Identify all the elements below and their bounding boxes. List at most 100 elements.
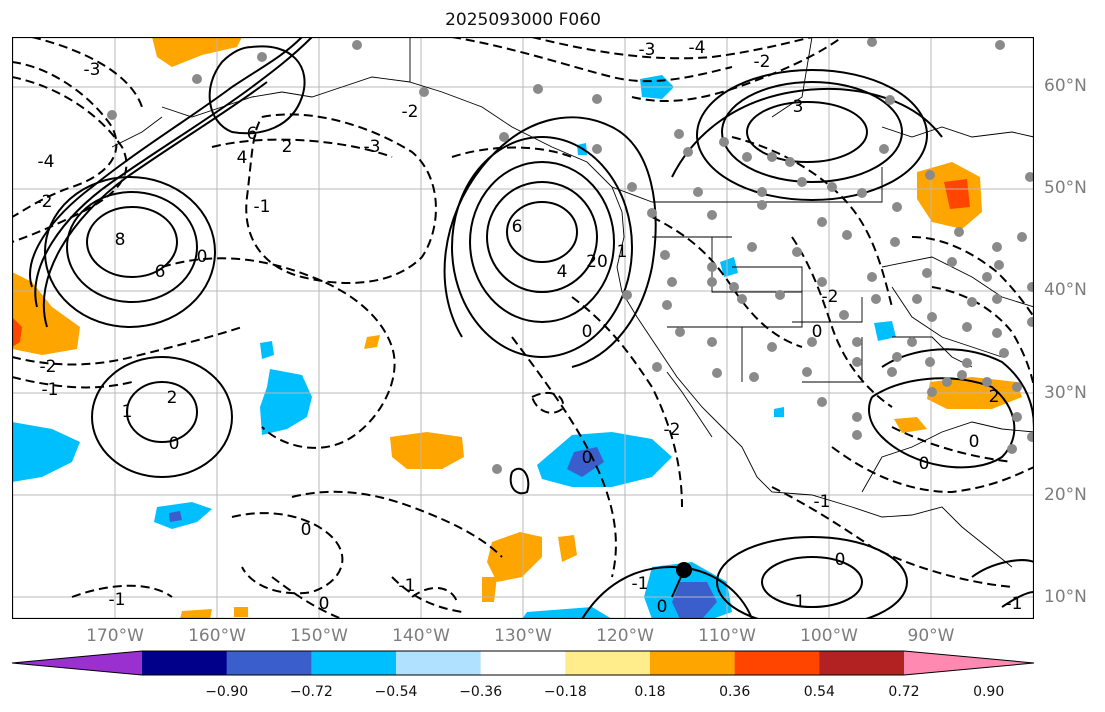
station-dots [107,37,1034,474]
lat-label-10n: 10°N [1044,587,1087,607]
shaded-anomaly-fills [12,37,1022,619]
contour-label: 2 [282,137,293,157]
lat-label-30n: 30°N [1044,383,1087,403]
coastlines [111,37,1034,568]
contour-label: -1 [632,574,649,594]
colorbar-tick-label: 0.90 [973,684,1005,700]
weather-map: -3 -4 -2 -3 -4 -2 6 8 6 4 2 -1 0 -3 -2 6… [12,37,1034,619]
contour-label: 1 [795,592,806,612]
contour-label: 4 [557,262,568,282]
contour-label: -1 [1006,594,1023,614]
fill-blue-baja [537,432,672,487]
colorbar-segment [734,651,820,675]
contour-label: -1 [109,590,126,610]
contour-label: 1 [617,242,628,262]
contour-label: -2 [36,192,53,212]
fill-blue-small-5 [774,407,784,417]
colorbar [12,650,1035,676]
map-frame [12,37,1034,619]
contour-label: 0 [319,594,330,614]
lat-label-40n: 40°N [1044,280,1087,300]
colorbar-tick-label: −0.18 [543,684,587,700]
contour-label: -3 [84,60,101,80]
colorbar-tick-label: 0.36 [719,684,751,700]
contour-label: -4 [38,152,55,172]
contour-labels: -3 -4 -2 -3 -4 -2 6 8 6 4 2 -1 0 -3 -2 6… [36,38,1023,617]
lon-label-150w: 150°W [290,626,348,646]
lat-label-20n: 20°N [1044,485,1087,505]
lon-label-130w: 130°W [494,626,552,646]
fill-dblue-hawaii-west [169,511,182,522]
colorbar-segment [650,651,736,675]
colorbar-tick-label: 0.54 [803,684,835,700]
colorbar-segment [142,651,228,675]
fill-red-great-lakes [944,179,970,209]
lat-label-60n: 60°N [1044,76,1087,96]
fill-blue-small-3 [720,257,738,277]
fill-orange-bottom-2 [234,607,248,617]
contour-label: -3 [364,137,381,157]
fill-orange-south-2 [558,535,577,562]
contour-label: 20 [586,252,608,272]
contour-label: 0 [582,448,593,468]
contour-label: -2 [822,287,839,307]
fill-orange-south-1 [487,532,542,582]
lon-label-170w: 170°W [86,626,144,646]
contour-label: 3 [793,97,804,117]
colorbar-segment [311,651,397,675]
colorbar-segments [12,651,1034,675]
lon-label-160w: 160°W [188,626,246,646]
colorbar-extend-high [904,651,1034,675]
fill-dblue-south-center [672,582,717,619]
contour-label: 2 [989,387,1000,407]
contour-label: 0 [197,247,208,267]
lon-label-100w: 100°W [800,626,858,646]
fill-orange-small-1 [364,335,380,349]
contour-label: 1 [122,402,133,422]
colorbar-tick-label: −0.54 [374,684,418,700]
contour-label: 0 [812,322,823,342]
contour-label: -1 [42,380,59,400]
colorbar-segment [819,651,905,675]
contour-label: 0 [657,597,668,617]
fill-blue-south-left [522,607,612,619]
fill-orange-small-gulf [894,417,927,433]
map-title: 2025093000 F060 [445,10,601,30]
contour-label: 2 [167,388,178,408]
fill-blue-small-4 [874,321,896,341]
lon-label-120w: 120°W [596,626,654,646]
contour-label: 0 [301,520,312,540]
contour-label: 8 [115,230,126,250]
colorbar-outline [12,650,1035,676]
contour-label: -3 [639,40,656,60]
colorbar-tick-label: −0.72 [289,684,333,700]
colorbar-segment [396,651,482,675]
fill-blue-small-1 [260,341,274,359]
contour-label: -1 [814,492,831,512]
contour-label: -2 [402,102,419,122]
colorbar-extend-low [12,651,142,675]
lat-label-50n: 50°N [1044,178,1087,198]
fill-red-west-edge [12,317,22,347]
colorbar-segment [480,651,566,675]
lon-label-140w: 140°W [392,626,450,646]
colorbar-tick-label: −0.90 [205,684,249,700]
lon-label-110w: 110°W [698,626,756,646]
colorbar-tick-label: 0.18 [634,684,666,700]
contour-label: -2 [664,420,681,440]
colorbar-tick-label: −0.36 [459,684,503,700]
fill-blue-west-edge [12,422,80,482]
contour-label: 6 [512,217,523,237]
colorbar-segment [565,651,651,675]
contour-label: -2 [40,357,57,377]
fill-orange-west-edge [12,272,80,355]
contour-label: 0 [835,550,846,570]
contour-label: 0 [919,454,930,474]
contour-label: 0 [169,434,180,454]
contour-label: 4 [237,148,248,168]
contour-label: -2 [754,52,771,72]
contour-label: -4 [689,38,706,58]
fill-blue-central [260,369,312,435]
fill-orange-subtropic [390,432,464,469]
colorbar-segment [226,651,312,675]
